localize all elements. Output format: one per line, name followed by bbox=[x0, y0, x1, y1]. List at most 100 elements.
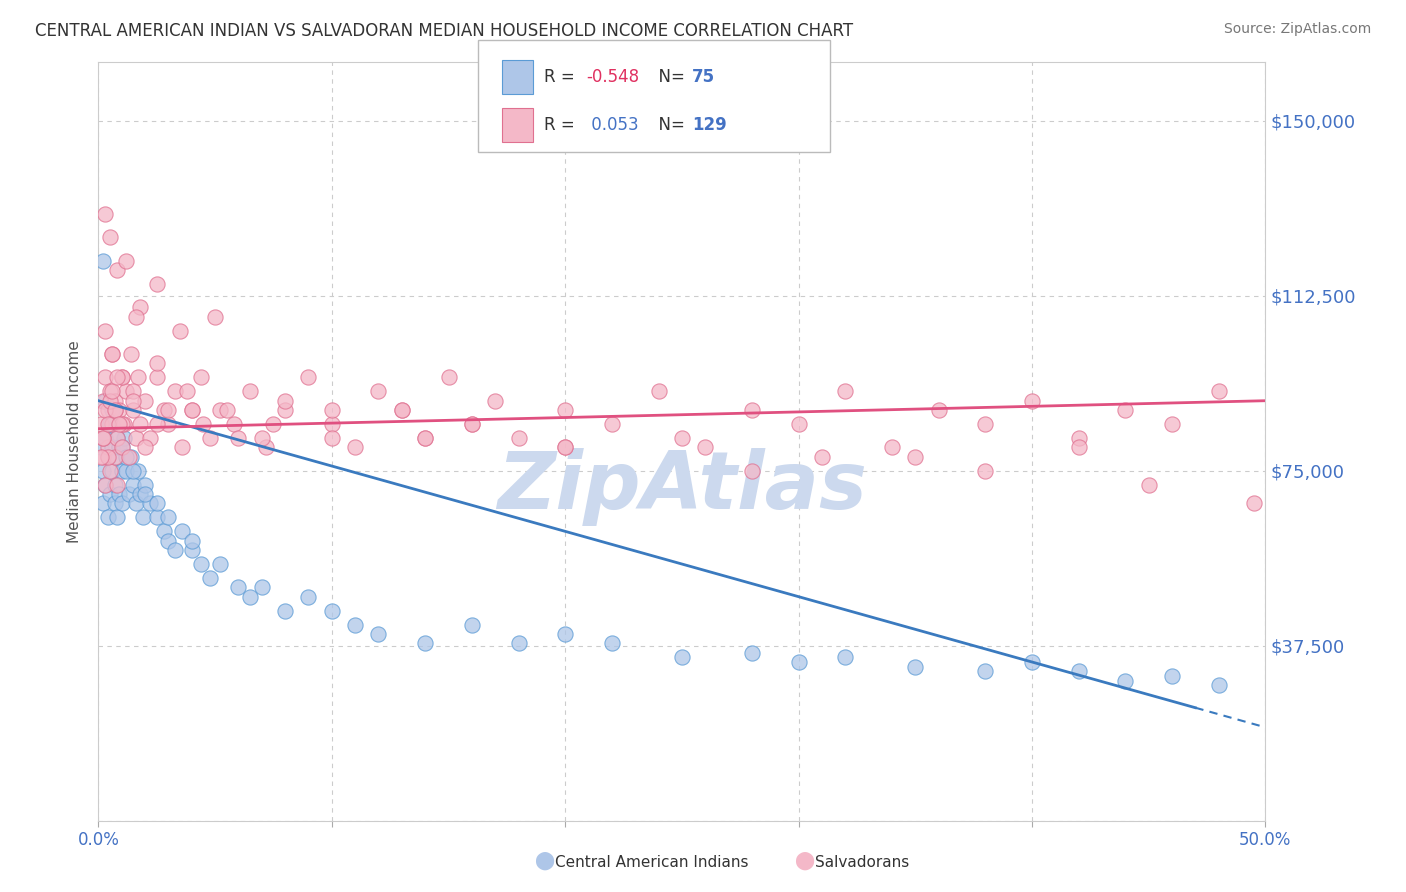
Point bbox=[98, 393, 121, 408]
Point bbox=[180, 403, 202, 417]
Point bbox=[97, 417, 120, 431]
Point bbox=[98, 417, 121, 431]
Point bbox=[105, 431, 128, 445]
Point bbox=[321, 431, 343, 445]
Point bbox=[101, 384, 124, 399]
Point bbox=[157, 403, 180, 417]
Point bbox=[105, 477, 128, 491]
Point bbox=[111, 441, 134, 455]
Point bbox=[928, 403, 950, 417]
Point bbox=[101, 417, 124, 431]
Text: CENTRAL AMERICAN INDIAN VS SALVADORAN MEDIAN HOUSEHOLD INCOME CORRELATION CHART: CENTRAL AMERICAN INDIAN VS SALVADORAN ME… bbox=[35, 22, 853, 40]
Point bbox=[122, 384, 145, 399]
Point bbox=[344, 441, 367, 455]
Point bbox=[741, 646, 763, 660]
Point bbox=[101, 464, 124, 478]
Point bbox=[98, 230, 121, 244]
Point bbox=[105, 263, 128, 277]
Point bbox=[274, 403, 297, 417]
Point bbox=[97, 441, 120, 455]
Point bbox=[250, 431, 273, 445]
Point bbox=[104, 403, 127, 417]
Point bbox=[91, 431, 114, 445]
Point bbox=[125, 431, 148, 445]
Point bbox=[256, 441, 278, 455]
Point bbox=[554, 403, 576, 417]
Point bbox=[904, 450, 927, 464]
Point bbox=[127, 370, 149, 384]
Point bbox=[90, 450, 112, 464]
Point bbox=[1208, 678, 1230, 692]
Point bbox=[111, 441, 134, 455]
Text: N=: N= bbox=[648, 69, 690, 87]
Point bbox=[108, 403, 131, 417]
Point bbox=[176, 384, 198, 399]
Text: N=: N= bbox=[648, 116, 690, 134]
Point bbox=[90, 417, 112, 431]
Point bbox=[115, 253, 138, 268]
Point bbox=[104, 496, 127, 510]
Point bbox=[974, 464, 997, 478]
Point bbox=[1021, 393, 1043, 408]
Point bbox=[112, 431, 135, 445]
Point bbox=[139, 496, 162, 510]
Point bbox=[695, 441, 717, 455]
Point bbox=[215, 403, 238, 417]
Text: ZipAtlas: ZipAtlas bbox=[496, 448, 868, 526]
Point bbox=[274, 393, 297, 408]
Point bbox=[1021, 655, 1043, 669]
Point bbox=[600, 636, 623, 650]
Point bbox=[190, 370, 212, 384]
Point bbox=[97, 403, 120, 417]
Point bbox=[157, 533, 180, 548]
Point bbox=[190, 557, 212, 571]
Point bbox=[120, 450, 142, 464]
Point bbox=[274, 604, 297, 618]
Point bbox=[118, 450, 141, 464]
Point bbox=[111, 370, 134, 384]
Point bbox=[104, 403, 127, 417]
Point bbox=[200, 571, 222, 585]
Point bbox=[120, 347, 142, 361]
Point bbox=[208, 403, 231, 417]
Point bbox=[105, 510, 128, 524]
Point bbox=[101, 441, 124, 455]
Point bbox=[98, 417, 121, 431]
Point bbox=[105, 431, 128, 445]
Point bbox=[461, 417, 484, 431]
Point bbox=[94, 207, 117, 221]
Point bbox=[1067, 665, 1090, 679]
Point bbox=[1067, 441, 1090, 455]
Point bbox=[108, 487, 131, 501]
Text: Source: ZipAtlas.com: Source: ZipAtlas.com bbox=[1223, 22, 1371, 37]
Point bbox=[367, 627, 389, 641]
Point bbox=[554, 441, 576, 455]
Y-axis label: Median Household Income: Median Household Income bbox=[67, 340, 83, 543]
Point bbox=[461, 417, 484, 431]
Point bbox=[437, 370, 460, 384]
Point bbox=[1161, 669, 1184, 683]
Point bbox=[91, 431, 114, 445]
Text: ⬤: ⬤ bbox=[794, 851, 814, 870]
Point bbox=[125, 496, 148, 510]
Point bbox=[1208, 384, 1230, 399]
Point bbox=[97, 510, 120, 524]
Point bbox=[222, 417, 245, 431]
Point bbox=[101, 347, 124, 361]
Point bbox=[122, 477, 145, 491]
Point bbox=[134, 487, 156, 501]
Text: 0.053: 0.053 bbox=[586, 116, 638, 134]
Point bbox=[165, 384, 187, 399]
Point bbox=[974, 417, 997, 431]
Point bbox=[115, 450, 138, 464]
Point bbox=[97, 450, 120, 464]
Point bbox=[146, 496, 169, 510]
Point bbox=[172, 441, 194, 455]
Point bbox=[132, 510, 155, 524]
Point bbox=[122, 464, 145, 478]
Point bbox=[104, 477, 127, 491]
Text: -0.548: -0.548 bbox=[586, 69, 640, 87]
Point bbox=[125, 310, 148, 324]
Point bbox=[111, 417, 134, 431]
Point bbox=[1137, 477, 1160, 491]
